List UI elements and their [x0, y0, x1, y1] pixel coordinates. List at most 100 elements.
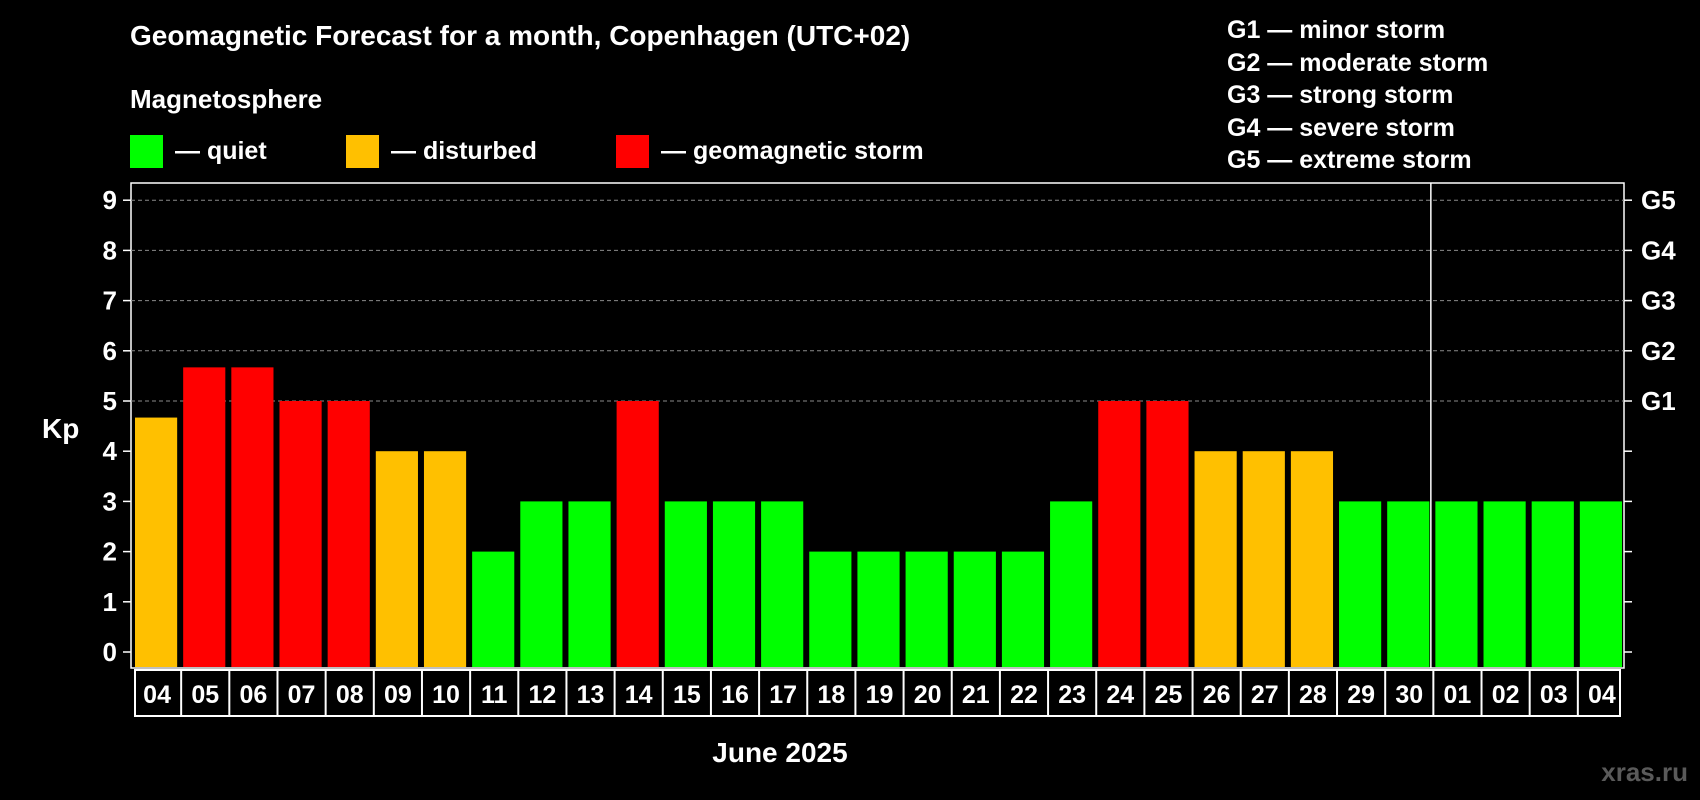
x-tick-label-1: 05	[191, 681, 219, 709]
x-tick-label-8: 12	[528, 681, 556, 709]
x-tick-label-0: 04	[143, 681, 171, 709]
bar-9	[568, 501, 611, 667]
x-tick-label-7: 11	[481, 681, 508, 709]
legend-item-quiet: — quiet	[130, 134, 267, 168]
bar-27	[1435, 501, 1478, 667]
legend-label-quiet: — quiet	[175, 136, 267, 165]
legend-item-storm: — geomagnetic storm	[616, 134, 924, 168]
g-scale-item-g4: G4 — severe storm	[1227, 113, 1455, 142]
x-tick-label-20: 24	[1106, 681, 1134, 709]
g-level-label-g4: G4	[1641, 235, 1676, 265]
bar-0	[135, 417, 178, 667]
y-tick-label-9: 9	[103, 185, 117, 215]
legend-label-storm: — geomagnetic storm	[661, 136, 924, 165]
bar-15	[857, 551, 900, 667]
x-tick-label-19: 23	[1058, 681, 1086, 709]
x-tick-label-11: 15	[673, 681, 701, 709]
g-scale-item-g5: G5 — extreme storm	[1227, 146, 1472, 174]
g-scale-item-g2: G2 — moderate storm	[1227, 48, 1489, 77]
g-level-label-g3: G3	[1641, 286, 1676, 316]
bar-14	[809, 551, 852, 667]
y-tick-label-8: 8	[103, 235, 117, 265]
bar-16	[905, 551, 948, 667]
y-tick-label-1: 1	[103, 587, 117, 617]
bar-17	[953, 551, 996, 667]
bar-30	[1579, 501, 1622, 667]
x-axis-label: June 2025	[712, 737, 848, 768]
x-tick-label-25: 29	[1347, 681, 1375, 709]
legend-swatch-disturbed	[346, 134, 379, 168]
bar-3	[279, 401, 322, 667]
x-tick-label-29: 03	[1540, 681, 1568, 709]
legend-heading: Magnetosphere	[130, 84, 323, 114]
x-tick-label-22: 26	[1203, 681, 1231, 709]
legend-swatch-quiet	[130, 134, 163, 168]
bar-4	[327, 401, 370, 667]
bar-11	[664, 501, 707, 667]
x-tick-label-15: 19	[866, 681, 894, 709]
y-axis-label: Kp	[42, 413, 79, 444]
x-tick-label-10: 14	[625, 681, 653, 709]
bar-22	[1194, 451, 1237, 667]
bar-13	[761, 501, 804, 667]
g-scale-legend: G1 — minor storm G2 — moderate storm G3 …	[1227, 14, 1488, 177]
x-tick-label-28: 02	[1492, 681, 1520, 709]
x-tick-label-18: 22	[1010, 681, 1038, 709]
date-label-frame	[134, 669, 1621, 717]
y-tick-label-6: 6	[103, 336, 117, 366]
g-level-label-g2: G2	[1641, 336, 1676, 366]
bar-6	[423, 451, 467, 667]
x-tick-label-17: 21	[962, 681, 990, 709]
x-tick-label-6: 10	[432, 681, 460, 709]
g-scale-item-g3: G3 — strong storm	[1227, 81, 1454, 109]
x-tick-label-16: 20	[914, 681, 942, 709]
bar-8	[520, 501, 563, 667]
legend-swatch-storm	[616, 134, 649, 168]
g-scale-item-g1: G1 — minor storm	[1227, 16, 1446, 44]
x-tick-label-30: 04	[1588, 681, 1616, 709]
bar-28	[1483, 501, 1526, 667]
bar-19	[1050, 501, 1093, 667]
legend-item-disturbed: — disturbed	[346, 134, 537, 168]
bar-5	[375, 451, 418, 667]
bar-23	[1242, 451, 1285, 667]
bar-12	[712, 501, 756, 667]
x-tick-label-2: 06	[239, 681, 267, 709]
plot-frame	[130, 182, 1625, 669]
bar-21	[1146, 401, 1189, 667]
g-level-label-g1: G1	[1641, 386, 1676, 416]
bar-25	[1339, 501, 1382, 667]
x-tick-label-14: 18	[817, 681, 845, 709]
x-tick-label-9: 13	[577, 681, 605, 709]
x-tick-label-3: 07	[288, 681, 316, 709]
x-tick-label-4: 08	[336, 681, 364, 709]
g-level-label-g5: G5	[1641, 185, 1676, 215]
bar-10	[616, 401, 659, 667]
x-tick-label-26: 30	[1395, 681, 1423, 709]
bar-24	[1290, 451, 1334, 667]
x-tick-label-27: 01	[1444, 681, 1472, 709]
bar-1	[183, 367, 226, 667]
y-tick-label-2: 2	[103, 537, 117, 567]
x-tick-label-5: 09	[384, 681, 412, 709]
y-tick-label-7: 7	[103, 286, 117, 316]
bar-18	[1001, 551, 1045, 667]
chart-title: Geomagnetic Forecast for a month, Copenh…	[130, 20, 911, 51]
y-tick-label-5: 5	[103, 386, 117, 416]
x-tick-label-13: 17	[769, 681, 797, 709]
x-tick-label-12: 16	[721, 681, 749, 709]
watermark: xras.ru	[1601, 757, 1688, 787]
y-tick-label-0: 0	[103, 637, 117, 667]
y-tick-label-4: 4	[103, 436, 118, 466]
y-tick-label-3: 3	[103, 486, 117, 516]
bar-26	[1387, 501, 1430, 667]
bar-2	[231, 367, 274, 667]
x-tick-label-24: 28	[1299, 681, 1327, 709]
x-tick-label-21: 25	[1155, 681, 1183, 709]
bar-29	[1531, 501, 1574, 667]
x-tick-label-23: 27	[1251, 681, 1279, 709]
bar-7	[472, 551, 515, 667]
bar-20	[1098, 401, 1141, 667]
legend-label-disturbed: — disturbed	[391, 136, 537, 165]
